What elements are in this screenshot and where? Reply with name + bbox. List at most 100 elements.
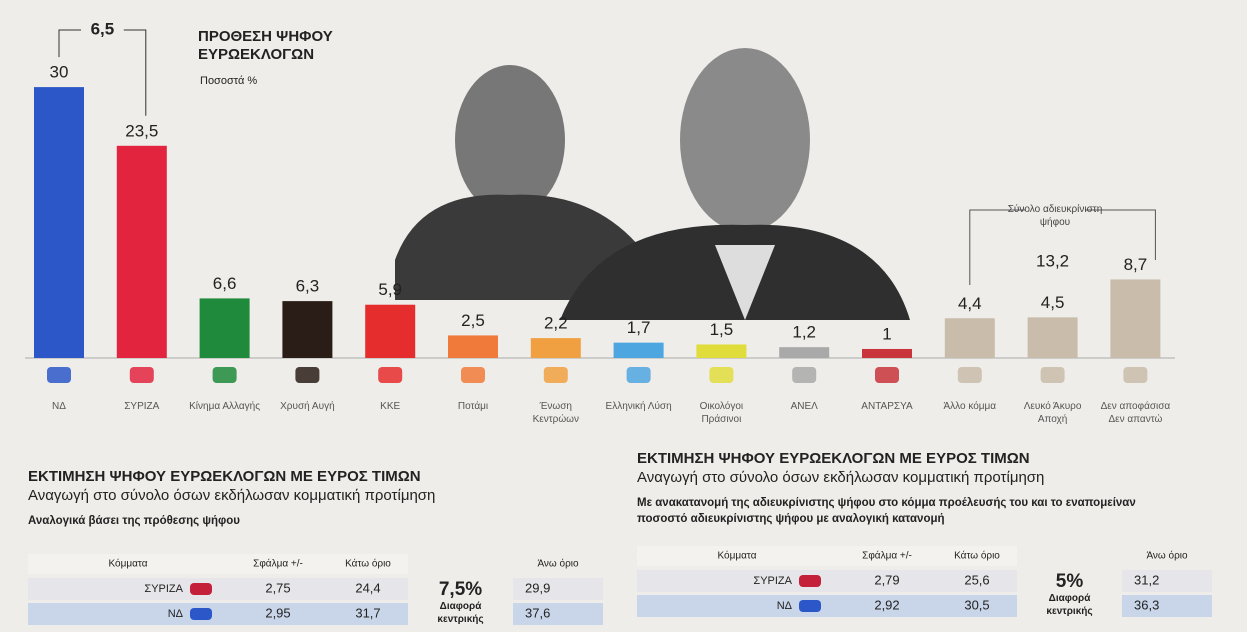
x-tick-label: ΝΔ — [52, 401, 66, 412]
x-tick-label: Ποτάμι — [457, 401, 489, 412]
party-logo — [799, 600, 821, 612]
table-cell: ΣΥΡΙΖΑ — [753, 575, 792, 587]
value-label: 1,5 — [710, 320, 734, 339]
value-label: 6,6 — [213, 274, 237, 293]
table-row-bg — [513, 578, 603, 600]
bar — [613, 342, 664, 358]
table-subtitle: Αναγωγή στο σύνολο όσων εκδήλωσαν κομματ… — [637, 469, 1045, 486]
annotation: Σύνολο αδιευκρίνιστη ψήφου — [1007, 204, 1103, 228]
bar — [365, 304, 416, 358]
table-header: Κάτω όριο — [954, 550, 1000, 562]
party-logo — [212, 367, 237, 383]
value-label: 23,5 — [125, 121, 158, 140]
table-header: Σφάλμα +/- — [862, 550, 912, 562]
bar — [199, 298, 250, 358]
table-row-bg — [1122, 570, 1212, 592]
table-cell: 31,7 — [355, 605, 380, 620]
table-header: Κόμματα — [717, 550, 756, 562]
x-tick-label: ΚΚΕ — [380, 401, 401, 412]
x-tick-label: ΑΝΕΛ — [790, 401, 818, 412]
bar — [1027, 317, 1078, 358]
table-cell: 2,92 — [874, 597, 899, 612]
party-logo — [190, 608, 212, 620]
x-tick-label: Ελληνική Λύση — [605, 401, 672, 412]
party-logo — [1040, 367, 1065, 383]
party-logo — [47, 367, 71, 383]
table-header: Σφάλμα +/- — [253, 558, 303, 570]
table-row-bg — [28, 603, 408, 625]
value-label: 30 — [50, 63, 69, 82]
party-logo — [190, 583, 212, 595]
value-label: 2,5 — [461, 311, 485, 330]
table-cell: 30,5 — [964, 597, 989, 612]
party-logo — [875, 367, 899, 383]
bar — [34, 87, 84, 358]
party-logo — [1123, 367, 1148, 383]
table-cell: ΝΔ — [777, 600, 793, 612]
difference: 7,5% — [439, 579, 482, 600]
table-row-bg — [1122, 595, 1212, 617]
table-cell: 31,2 — [1134, 572, 1159, 587]
x-tick-label: Κίνημα Αλλαγής — [189, 401, 261, 412]
party-logo — [129, 367, 154, 383]
table-header: Κάτω όριο — [345, 558, 391, 570]
table-cell: 25,6 — [964, 572, 989, 587]
bar — [779, 347, 830, 358]
x-tick-label: ΑΝΤΑΡΣΥΑ — [861, 401, 913, 412]
gap-label: 6,5 — [91, 19, 115, 38]
table-cell: 2,75 — [265, 580, 290, 595]
party-logo — [957, 367, 982, 383]
table-row-bg — [28, 578, 408, 600]
table-cell: 29,9 — [525, 580, 550, 595]
value-label: 8,7 — [1124, 255, 1148, 274]
value-label: 6,3 — [296, 277, 320, 296]
x-tick-label: Ένωση Κεντρώων — [532, 401, 579, 425]
table-header: Άνω όριο — [537, 558, 579, 570]
table-cell: 37,6 — [525, 605, 550, 620]
party-logo — [295, 367, 320, 383]
table-row-bg — [637, 570, 1017, 592]
table-cell: 2,95 — [265, 605, 290, 620]
difference-label: Διαφορά κεντρικής — [437, 601, 484, 625]
x-tick-label: Δεν αποφάσισα Δεν απαντώ — [1100, 401, 1171, 425]
value-label: 4,4 — [958, 294, 982, 313]
difference-label: Διαφορά κεντρικής — [1046, 593, 1093, 617]
x-tick-label: Άλλο κόμμα — [943, 401, 997, 412]
table-header-bg — [637, 546, 1017, 566]
bar — [944, 318, 995, 358]
bar — [696, 344, 747, 358]
photo-left — [395, 65, 650, 300]
chart-subtitle: Ποσοστά % — [200, 75, 257, 87]
table-cell: 24,4 — [355, 580, 380, 595]
value-label: 4,5 — [1041, 293, 1065, 312]
chart-title: ΠΡΟΘΕΣΗ ΨΗΦΟΥ ΕΥΡΩΕΚΛΟΓΩΝ — [198, 28, 333, 63]
undecided-bracket — [969, 209, 1156, 285]
bar — [448, 335, 498, 358]
table-cell: 36,3 — [1134, 597, 1159, 612]
bar — [862, 348, 912, 358]
table-header-bg — [28, 554, 408, 574]
bar — [116, 145, 167, 358]
table-row-bg — [513, 603, 603, 625]
value-label: 2,2 — [544, 314, 568, 333]
table-row-bg — [637, 595, 1017, 617]
table-header: Άνω όριο — [1146, 550, 1188, 562]
party-logo — [543, 367, 568, 383]
table-note: Αναλογικά βάσει της πρόθεσης ψήφου — [28, 515, 240, 527]
value-label: 1,7 — [627, 318, 651, 337]
x-tick-label: Λευκό Άκυρο Αποχή — [1023, 401, 1082, 425]
value-label: 1 — [882, 324, 891, 343]
value-label: 1,2 — [792, 323, 816, 342]
bar — [530, 338, 581, 358]
x-tick-label: ΣΥΡΙΖΑ — [124, 401, 160, 412]
bar — [282, 301, 333, 358]
gap-bracket — [58, 29, 147, 116]
table-cell: ΣΥΡΙΖΑ — [144, 583, 183, 595]
difference: 5% — [1056, 571, 1084, 592]
party-logo — [461, 367, 485, 383]
photo-right — [560, 48, 910, 320]
undecided-label: 13,2 — [1036, 251, 1069, 270]
table-cell: ΝΔ — [168, 608, 184, 620]
